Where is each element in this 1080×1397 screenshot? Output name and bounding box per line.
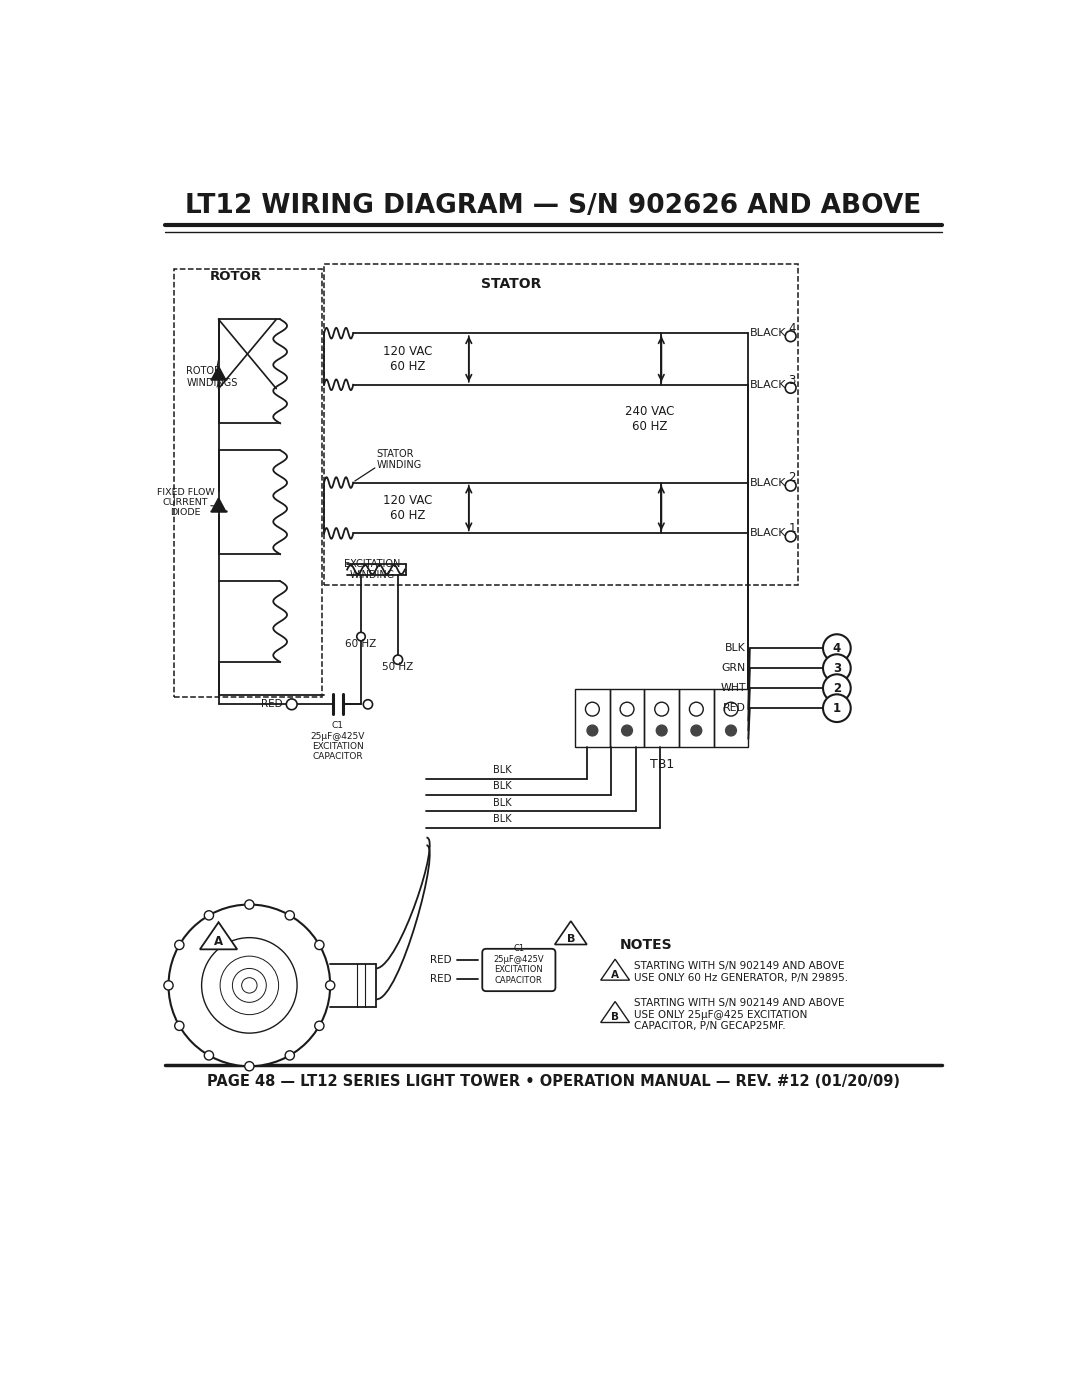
Text: PAGE 48 — LT12 SERIES LIGHT TOWER • OPERATION MANUAL — REV. #12 (01/20/09): PAGE 48 — LT12 SERIES LIGHT TOWER • OPER… <box>207 1074 900 1090</box>
Circle shape <box>785 531 796 542</box>
Text: STATOR
WINDING: STATOR WINDING <box>377 448 421 471</box>
Circle shape <box>232 968 267 1002</box>
Bar <box>679 689 714 746</box>
Text: 240 VAC
60 HZ: 240 VAC 60 HZ <box>625 405 674 433</box>
Text: 3: 3 <box>833 662 841 675</box>
Circle shape <box>285 911 295 921</box>
Text: 4: 4 <box>833 641 841 655</box>
Polygon shape <box>555 921 586 944</box>
Circle shape <box>314 1021 324 1031</box>
Circle shape <box>622 725 633 736</box>
Circle shape <box>654 703 669 717</box>
Text: 60 HZ: 60 HZ <box>346 640 377 650</box>
Circle shape <box>242 978 257 993</box>
Text: GRN: GRN <box>721 664 746 673</box>
Text: B: B <box>567 933 575 944</box>
Bar <box>174 270 322 697</box>
Text: 50 HZ: 50 HZ <box>382 662 414 672</box>
Polygon shape <box>212 366 226 379</box>
Text: RED: RED <box>430 956 451 965</box>
Text: 3: 3 <box>788 373 796 387</box>
Circle shape <box>245 1062 254 1071</box>
Circle shape <box>286 698 297 710</box>
Circle shape <box>285 1051 295 1060</box>
Text: STATOR: STATOR <box>481 277 541 291</box>
Polygon shape <box>600 960 630 981</box>
Text: BLACK: BLACK <box>750 528 786 538</box>
Circle shape <box>175 1021 184 1031</box>
Circle shape <box>785 481 796 490</box>
Circle shape <box>785 383 796 393</box>
Circle shape <box>691 725 702 736</box>
Circle shape <box>204 911 214 921</box>
Text: NOTES: NOTES <box>620 939 672 953</box>
Circle shape <box>823 654 851 682</box>
Circle shape <box>393 655 403 665</box>
Text: B: B <box>611 1011 619 1023</box>
Text: A: A <box>214 935 224 949</box>
Bar <box>575 689 610 746</box>
Text: 1: 1 <box>788 522 796 535</box>
Text: WHT: WHT <box>720 683 746 693</box>
Circle shape <box>785 331 796 342</box>
Bar <box>610 689 645 746</box>
Polygon shape <box>212 497 226 511</box>
Bar <box>645 689 679 746</box>
Polygon shape <box>600 1002 630 1023</box>
Circle shape <box>724 703 738 717</box>
Text: STARTING WITH S/N 902149 AND ABOVE
USE ONLY 60 Hz GENERATOR, P/N 29895.: STARTING WITH S/N 902149 AND ABOVE USE O… <box>634 961 849 983</box>
Text: RED: RED <box>724 703 746 714</box>
Text: RED: RED <box>261 700 283 710</box>
Circle shape <box>585 703 599 717</box>
Text: C1
25μF@425V
EXCITATION
CAPACITOR: C1 25μF@425V EXCITATION CAPACITOR <box>494 944 544 985</box>
Text: BLACK: BLACK <box>750 478 786 488</box>
Circle shape <box>175 940 184 950</box>
Text: 2: 2 <box>788 471 796 485</box>
Circle shape <box>657 725 667 736</box>
Text: BLK: BLK <box>492 766 511 775</box>
Text: 120 VAC
60 HZ: 120 VAC 60 HZ <box>382 495 432 522</box>
Text: BLACK: BLACK <box>750 328 786 338</box>
Circle shape <box>689 703 703 717</box>
Circle shape <box>363 700 373 708</box>
Text: BLK: BLK <box>492 781 511 791</box>
Circle shape <box>168 904 330 1066</box>
FancyBboxPatch shape <box>483 949 555 990</box>
Text: BLACK: BLACK <box>750 380 786 390</box>
Text: EXCITATION
WINDING: EXCITATION WINDING <box>345 559 401 580</box>
Polygon shape <box>200 922 238 950</box>
Text: BLK: BLK <box>726 643 746 654</box>
Text: A: A <box>611 970 619 979</box>
Circle shape <box>620 703 634 717</box>
Text: LT12 WIRING DIAGRAM — S/N 902626 AND ABOVE: LT12 WIRING DIAGRAM — S/N 902626 AND ABO… <box>186 193 921 219</box>
Text: 1: 1 <box>833 701 841 715</box>
Circle shape <box>325 981 335 990</box>
Text: 2: 2 <box>833 682 841 694</box>
Circle shape <box>588 725 597 736</box>
Text: C1
25μF@425V
EXCITATION
CAPACITOR: C1 25μF@425V EXCITATION CAPACITOR <box>311 721 365 761</box>
Text: RED: RED <box>430 974 451 985</box>
Circle shape <box>314 940 324 950</box>
Text: ROTOR: ROTOR <box>211 271 262 284</box>
Circle shape <box>202 937 297 1034</box>
Circle shape <box>245 900 254 909</box>
Circle shape <box>204 1051 214 1060</box>
Text: BLK: BLK <box>492 798 511 807</box>
Text: 4: 4 <box>788 323 796 335</box>
Circle shape <box>164 981 173 990</box>
Text: ROTOR
WINDINGS: ROTOR WINDINGS <box>186 366 238 388</box>
Bar <box>714 689 748 746</box>
Text: TB1: TB1 <box>649 759 674 771</box>
Text: STARTING WITH S/N 902149 AND ABOVE
USE ONLY 25μF@425 EXCITATION
CAPACITOR, P/N G: STARTING WITH S/N 902149 AND ABOVE USE O… <box>634 997 845 1031</box>
Circle shape <box>823 634 851 662</box>
Circle shape <box>220 956 279 1014</box>
Text: 120 VAC
60 HZ: 120 VAC 60 HZ <box>382 345 432 373</box>
Bar <box>324 264 798 585</box>
Text: BLK: BLK <box>492 813 511 824</box>
Circle shape <box>823 694 851 722</box>
Circle shape <box>726 725 737 736</box>
Circle shape <box>356 633 365 641</box>
Circle shape <box>823 675 851 703</box>
Text: FIXED FLOW
CURRENT
DIODE: FIXED FLOW CURRENT DIODE <box>157 488 214 517</box>
